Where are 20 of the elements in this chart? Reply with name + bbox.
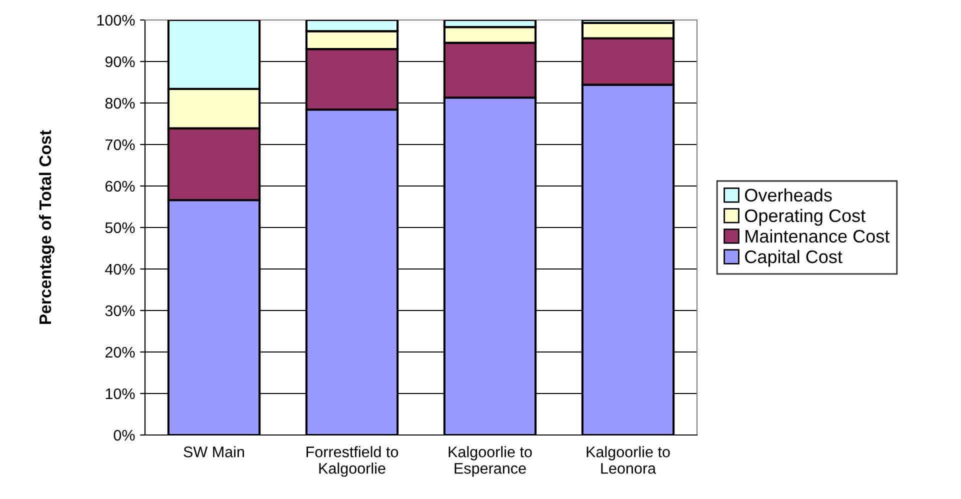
- y-tick-label: 80%: [105, 98, 135, 109]
- y-tick-label: 40%: [105, 264, 135, 275]
- x-tick-label: SW Main: [184, 446, 244, 458]
- y-tick-label: 30%: [105, 305, 135, 316]
- y-tick-label: 70%: [105, 139, 135, 150]
- legend-label: Maintenance Cost: [746, 229, 890, 243]
- y-tick-label: 10%: [106, 388, 135, 400]
- y-tick-label: 90%: [105, 56, 135, 68]
- x-tick-label: Kalgoorlie to Leonora: [586, 446, 670, 474]
- y-axis-title: Percentage of Total Cost: [38, 130, 55, 324]
- legend-label: Capital Cost: [745, 250, 842, 267]
- legend-label: Overheads: [745, 188, 832, 202]
- y-tick-label: 60%: [105, 180, 135, 192]
- y-tick-label: 0%: [114, 430, 135, 441]
- x-tick-label: Kalgoorlie to Esperance: [448, 446, 532, 477]
- x-tick-label: Forrestfield to Kalgoorlie: [306, 446, 398, 477]
- y-tick-label: 100%: [97, 14, 135, 26]
- y-tick-label: 50%: [105, 222, 135, 234]
- legend-label: Operating Cost: [745, 208, 866, 226]
- y-tick-label: 20%: [105, 346, 135, 358]
